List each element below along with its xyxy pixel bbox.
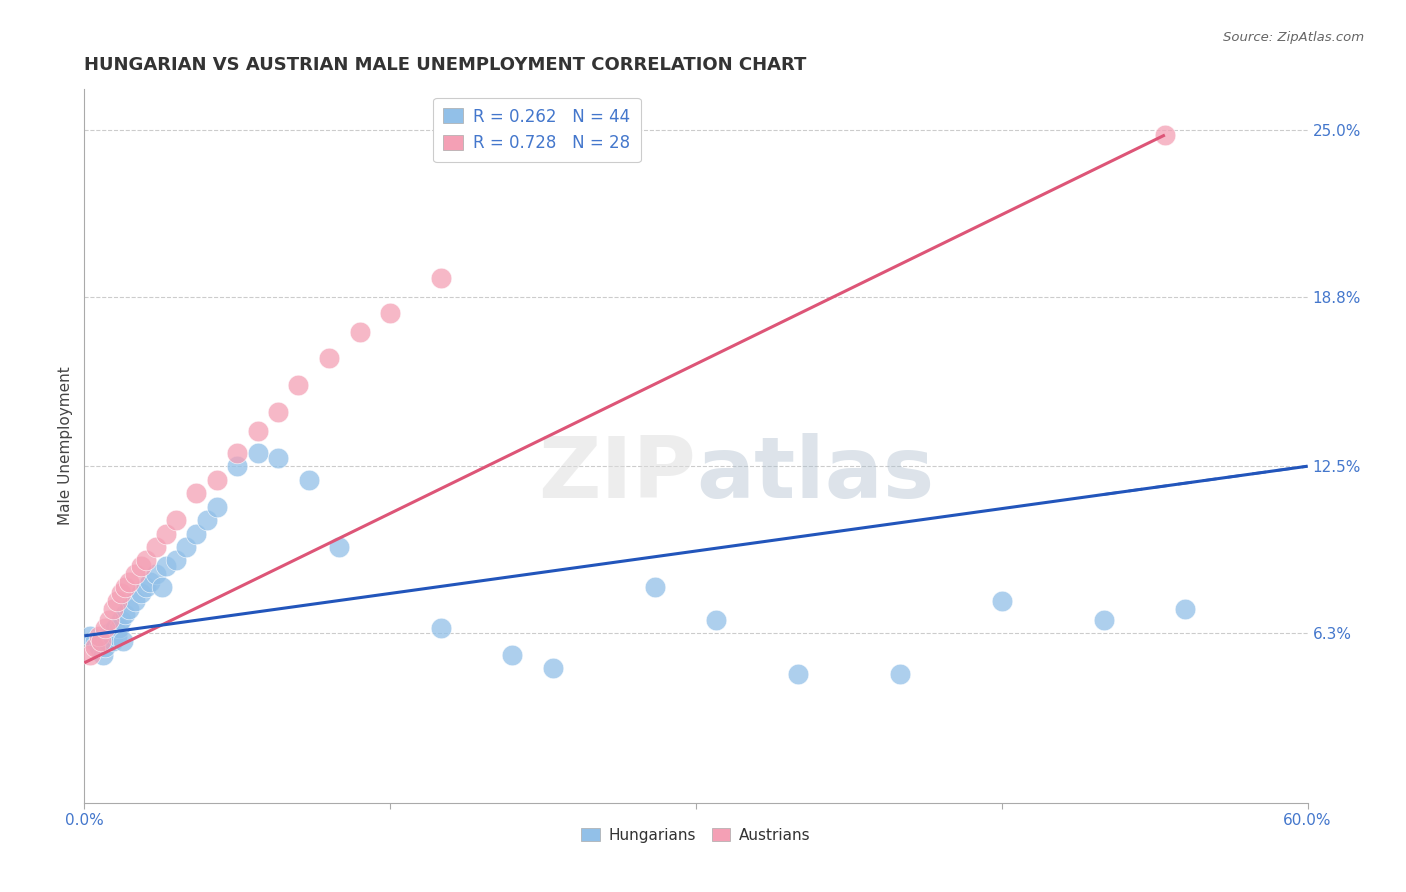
Point <box>706 613 728 627</box>
Point <box>90 634 112 648</box>
Point <box>430 270 453 285</box>
Point <box>93 640 115 654</box>
Point <box>79 648 101 662</box>
Point <box>186 486 208 500</box>
Point <box>114 580 136 594</box>
Point <box>205 473 228 487</box>
Point <box>105 594 128 608</box>
Point <box>349 325 371 339</box>
Point <box>246 424 269 438</box>
Point <box>155 558 177 573</box>
Point <box>118 602 141 616</box>
Point <box>267 405 290 419</box>
Point <box>1092 613 1115 627</box>
Point <box>298 473 321 487</box>
Point <box>135 553 157 567</box>
Point <box>83 640 105 654</box>
Point <box>246 446 269 460</box>
Point <box>105 629 128 643</box>
Point <box>96 634 118 648</box>
Point <box>108 621 131 635</box>
Point <box>287 378 309 392</box>
Point <box>97 613 120 627</box>
Point <box>112 634 135 648</box>
Point <box>889 666 911 681</box>
Point <box>101 634 124 648</box>
Point <box>91 648 114 662</box>
Point <box>93 621 115 635</box>
Text: atlas: atlas <box>696 433 934 516</box>
Point <box>110 586 132 600</box>
Point <box>90 634 112 648</box>
Point <box>104 621 127 635</box>
Point <box>205 500 228 514</box>
Point <box>502 648 524 662</box>
Point <box>174 540 197 554</box>
Point <box>150 580 173 594</box>
Point <box>991 594 1014 608</box>
Point <box>124 594 146 608</box>
Point <box>101 602 124 616</box>
Point <box>328 540 350 554</box>
Text: HUNGARIAN VS AUSTRIAN MALE UNEMPLOYMENT CORRELATION CHART: HUNGARIAN VS AUSTRIAN MALE UNEMPLOYMENT … <box>84 56 807 74</box>
Point <box>145 566 167 581</box>
Point <box>226 446 249 460</box>
Text: Source: ZipAtlas.com: Source: ZipAtlas.com <box>1223 31 1364 45</box>
Point <box>430 621 453 635</box>
Point <box>97 626 120 640</box>
Point <box>165 553 187 567</box>
Point <box>100 629 122 643</box>
Point <box>131 558 153 573</box>
Point <box>186 526 208 541</box>
Point <box>644 580 666 594</box>
Point <box>87 640 110 654</box>
Point <box>118 574 141 589</box>
Point <box>155 526 177 541</box>
Text: ZIP: ZIP <box>538 433 696 516</box>
Point <box>787 666 810 681</box>
Point <box>124 566 146 581</box>
Point <box>380 306 402 320</box>
Point <box>1174 602 1197 616</box>
Point <box>543 661 565 675</box>
Point <box>135 580 157 594</box>
Point <box>83 634 105 648</box>
Point <box>165 513 187 527</box>
Point <box>318 351 340 366</box>
Y-axis label: Male Unemployment: Male Unemployment <box>58 367 73 525</box>
Legend: Hungarians, Austrians: Hungarians, Austrians <box>575 822 817 848</box>
Point <box>79 629 101 643</box>
Point <box>87 629 110 643</box>
Point <box>195 513 218 527</box>
Point <box>114 607 136 622</box>
Point <box>145 540 167 554</box>
Point <box>267 451 290 466</box>
Point <box>131 586 153 600</box>
Point <box>138 574 160 589</box>
Point <box>1154 128 1177 142</box>
Point <box>226 459 249 474</box>
Point <box>110 613 132 627</box>
